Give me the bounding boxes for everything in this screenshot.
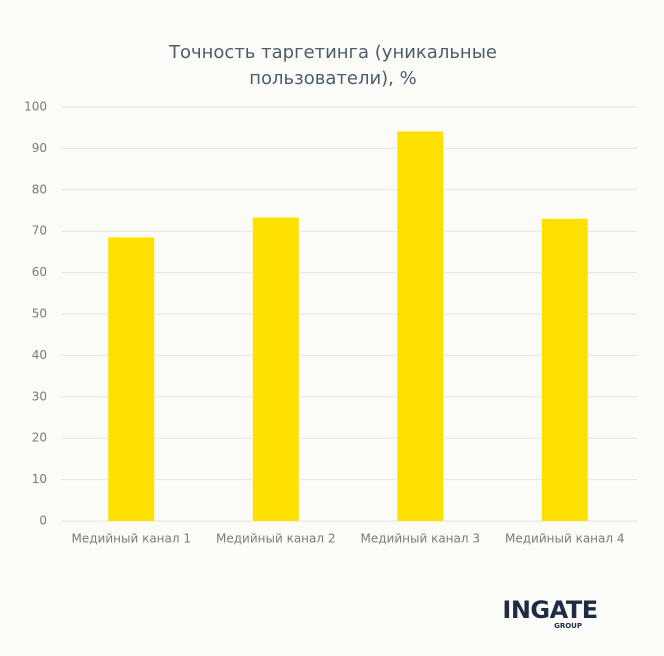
logo-name: INGATE bbox=[502, 596, 598, 624]
y-tick-label: 20 bbox=[32, 431, 47, 445]
y-tick-label: 80 bbox=[32, 182, 47, 196]
y-tick-label: 0 bbox=[39, 514, 47, 528]
bar bbox=[397, 131, 444, 521]
x-tick-label: Медийный канал 4 bbox=[505, 532, 624, 546]
bar bbox=[108, 237, 155, 521]
y-tick-label: 100 bbox=[24, 100, 47, 114]
logo: INGATE GROUP bbox=[496, 598, 604, 630]
y-tick-label: 90 bbox=[32, 141, 47, 155]
y-tick-label: 50 bbox=[32, 307, 47, 321]
x-tick-label: Медийный канал 2 bbox=[216, 532, 335, 546]
y-tick-label: 60 bbox=[32, 265, 47, 279]
y-tick-label: 30 bbox=[32, 389, 47, 403]
x-tick-label: Медийный канал 3 bbox=[361, 532, 480, 546]
y-tick-label: 70 bbox=[32, 224, 47, 238]
chart-title: Точность таргетинга (уникальные пользова… bbox=[169, 42, 497, 89]
y-tick-label: 40 bbox=[32, 348, 47, 362]
bar bbox=[541, 218, 588, 521]
x-tick-label: Медийный канал 1 bbox=[72, 532, 191, 546]
bar bbox=[252, 217, 299, 521]
logo-sub: GROUP bbox=[554, 622, 582, 630]
y-tick-label: 10 bbox=[32, 472, 47, 486]
